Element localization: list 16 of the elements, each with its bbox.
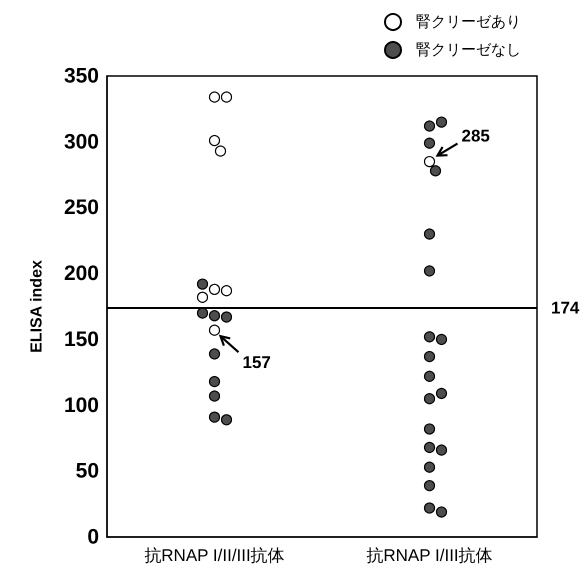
y-tick-label: 300 — [64, 130, 99, 154]
y-tick-label: 50 — [76, 460, 99, 483]
y-tick-label: 350 — [64, 64, 99, 88]
ref-line-label: 174 — [551, 298, 580, 318]
y-tick-label: 200 — [64, 262, 99, 286]
annotation: 285 — [462, 126, 490, 146]
annotation: 157 — [242, 353, 271, 372]
y-tick-label: 0 — [87, 526, 99, 548]
y-tick-label: 150 — [64, 328, 99, 351]
y-axis-title: ELISA index — [28, 260, 46, 353]
y-tick-label: 100 — [64, 394, 99, 417]
legend-label: 腎クリーゼあり — [416, 14, 521, 30]
legend-label: 腎クリーゼなし — [416, 42, 521, 58]
y-tick-label: 250 — [64, 196, 99, 220]
x-tick-label: 抗RNAP I/III抗体 — [366, 546, 493, 565]
x-tick-label: 抗RNAP I/II/III抗体 — [144, 546, 285, 565]
